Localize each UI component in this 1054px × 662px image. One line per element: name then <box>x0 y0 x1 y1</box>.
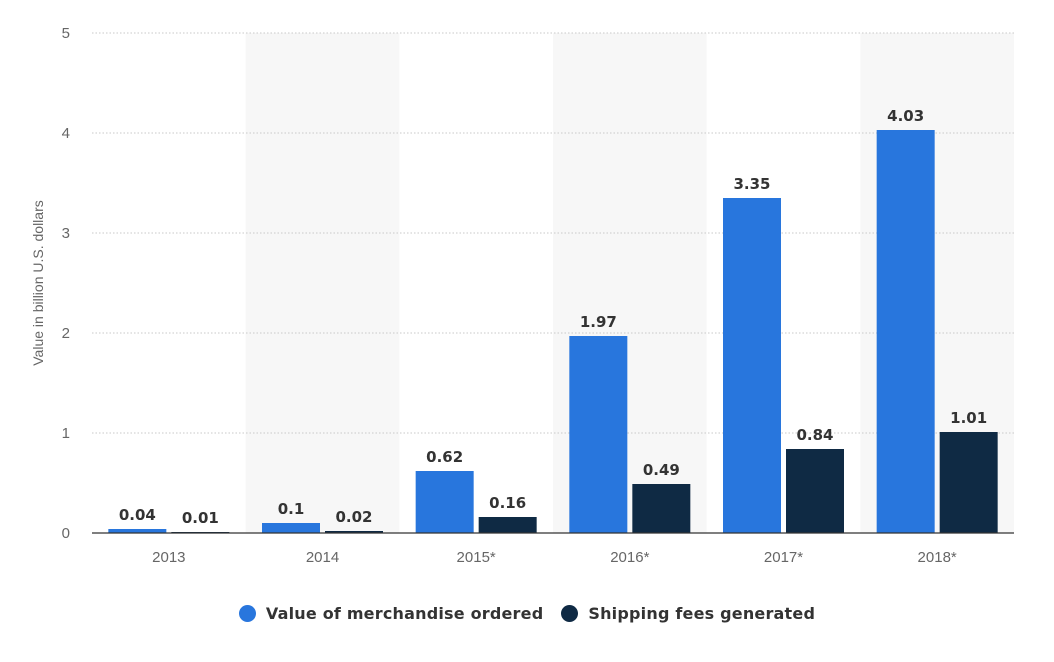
x-tick-label: 2016* <box>610 549 649 566</box>
y-tick-label: 2 <box>62 325 70 342</box>
bar <box>723 198 781 533</box>
data-label: 1.01 <box>950 409 987 427</box>
legend-marker-icon <box>561 605 579 622</box>
x-tick-label: 2018* <box>918 549 957 566</box>
bar <box>415 471 474 533</box>
data-label: 3.35 <box>733 175 770 193</box>
legend-item[interactable]: Shipping fees generated <box>561 604 815 623</box>
y-tick-label: 3 <box>62 225 70 242</box>
x-tick-label: 2014 <box>306 549 339 566</box>
y-tick-label: 4 <box>62 125 70 142</box>
bar <box>876 130 935 533</box>
bar <box>786 449 844 533</box>
x-tick-label: 2015* <box>457 549 496 566</box>
bar <box>939 432 998 533</box>
data-label: 0.01 <box>182 509 219 527</box>
data-label: 0.84 <box>796 426 833 444</box>
x-tick-label: 2013 <box>152 549 185 566</box>
bar <box>569 336 628 533</box>
data-label: 0.04 <box>119 506 156 524</box>
legend-marker-icon <box>238 605 256 622</box>
data-label: 0.62 <box>426 448 463 466</box>
data-label: 0.16 <box>489 494 526 512</box>
x-tick-label: 2017* <box>764 549 803 566</box>
legend-label: Shipping fees generated <box>588 604 816 623</box>
y-tick-label: 0 <box>62 525 70 542</box>
bar <box>262 523 320 533</box>
bar <box>325 531 383 533</box>
y-axis-title: Value in billion U.S. dollars <box>30 200 46 366</box>
y-tick-label: 1 <box>62 425 70 442</box>
bar <box>478 517 537 533</box>
legend-label: Value of merchandise ordered <box>265 604 544 623</box>
legend-item[interactable]: Value of merchandise ordered <box>238 604 544 623</box>
bar <box>632 484 691 533</box>
background-band <box>245 33 400 533</box>
bar <box>108 529 167 533</box>
data-label: 1.97 <box>580 313 617 331</box>
data-label: 0.49 <box>643 461 680 479</box>
y-tick-label: 5 <box>62 25 70 42</box>
data-label: 4.03 <box>887 107 924 125</box>
legend: Value of merchandise ordered Shipping fee… <box>0 604 1054 623</box>
data-label: 0.02 <box>335 508 372 526</box>
data-label: 0.1 <box>278 500 305 518</box>
